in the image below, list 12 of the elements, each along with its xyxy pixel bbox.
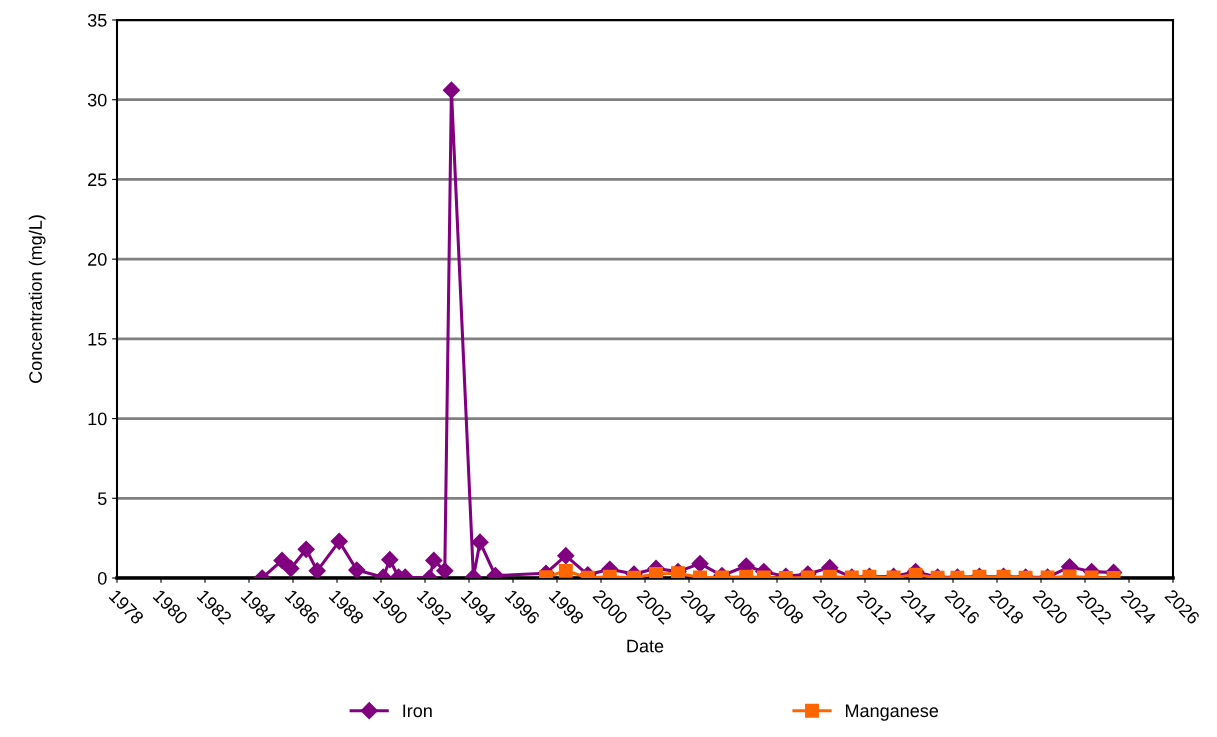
y-axis-title: Concentration (mg/L) <box>28 215 46 383</box>
y-tick-label: 5 <box>97 492 107 506</box>
y-tick-label: 25 <box>88 173 107 187</box>
legend-label: Iron <box>403 704 432 718</box>
y-tick-label: 35 <box>87 13 107 27</box>
legend-label: Manganese <box>845 704 939 721</box>
y-tick-label: 15 <box>88 332 107 346</box>
y-tick-label: 30 <box>87 93 107 107</box>
y-tick-label: 20 <box>88 253 107 266</box>
y-tick-label: 10 <box>88 412 107 426</box>
y-tick-label: 0 <box>97 571 107 585</box>
x-axis-title: Date <box>627 639 664 653</box>
